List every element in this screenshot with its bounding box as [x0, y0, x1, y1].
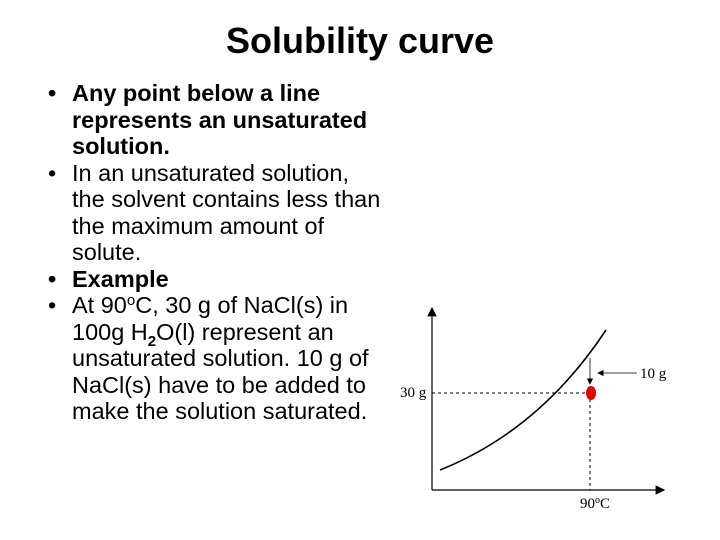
bullet-text: Example [72, 265, 169, 292]
bullet-text: At 90 [72, 292, 127, 318]
bullet-list: • Any point below a line represents an un… [48, 80, 383, 425]
bullet: • Any point below a line represents an un… [48, 80, 368, 159]
label: 30 g [400, 385, 427, 401]
bullet: • Example [48, 265, 169, 292]
point [586, 386, 596, 400]
label: 90oC [580, 495, 610, 512]
subscript: 2 [147, 332, 157, 350]
label: 10 g [640, 366, 667, 382]
solubility-curve [439, 329, 607, 471]
bullet: • At 90oC, 30 g of NaCl(s) in 100g H2O(l)… [48, 292, 369, 425]
label-part: o [595, 495, 600, 506]
bullet-text: In an unsaturated solution, the solvent … [72, 159, 381, 266]
bullet-text: O(l) represent an unsaturated solution. … [72, 318, 369, 425]
label-part: C [600, 496, 610, 512]
bullet: • In an unsaturated solution, the solvent… [48, 159, 381, 266]
slide-title: Solubility curve [225, 20, 495, 61]
bullet-text: C, 30 g of NaCl(s) in 100g H [72, 292, 349, 345]
superscript: o [126, 292, 136, 309]
label-part: 90 [580, 496, 595, 512]
bullet-text: Any point below a line represents an uns… [72, 80, 368, 159]
